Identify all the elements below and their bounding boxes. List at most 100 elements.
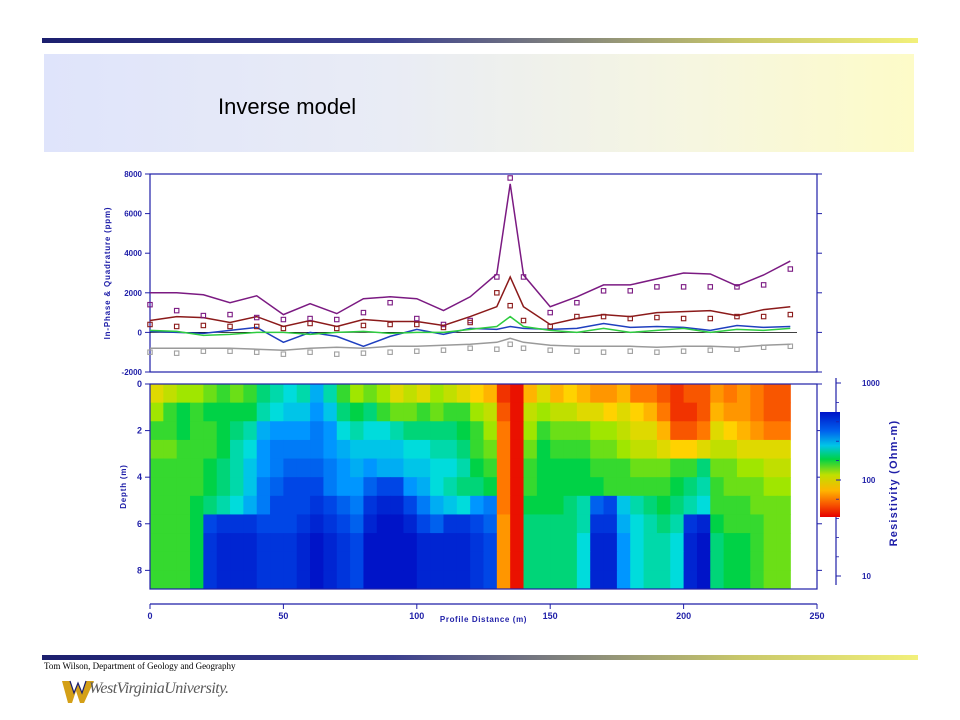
resistivity-cell (723, 495, 738, 515)
resistivity-cell (483, 570, 498, 590)
resistivity-cell (350, 495, 364, 515)
resistivity-cell (456, 570, 471, 590)
resistivity-cell (390, 439, 404, 460)
resistivity-cell (630, 477, 645, 497)
resistivity-cell (696, 402, 711, 422)
resistivity-cell (483, 421, 498, 441)
resistivity-cell (190, 551, 204, 571)
resistivity-cell (403, 551, 418, 571)
resistivity-cell (283, 421, 298, 441)
resistivity-cell (683, 439, 698, 460)
depth-tick-label: 2 (137, 426, 142, 436)
resistivity-cell (470, 551, 484, 571)
resistivity-cell (230, 439, 244, 460)
x-axis-label: Profile Distance (m) (440, 615, 527, 624)
resistivity-cell (283, 402, 298, 422)
resistivity-cell (696, 439, 711, 460)
resistivity-cell (310, 458, 324, 478)
em-series-line-1 (149, 275, 791, 328)
resistivity-cell (763, 495, 778, 515)
resistivity-cell (763, 402, 778, 422)
resistivity-cell (256, 402, 271, 422)
em-observed-point-1 (574, 313, 580, 320)
em-observed-point-0 (507, 175, 513, 181)
resistivity-cell (723, 402, 738, 422)
resistivity-cell (336, 384, 351, 404)
resistivity-cell (523, 570, 538, 590)
resistivity-cell (696, 514, 711, 534)
resistivity-cell (710, 402, 725, 422)
resistivity-cell (550, 402, 565, 422)
resistivity-cell (403, 570, 418, 590)
resistivity-cell (750, 551, 765, 571)
em-series-line-4 (150, 337, 791, 351)
em-observed-point-1 (600, 313, 607, 320)
em-observed-point-2 (467, 345, 473, 351)
resistivity-cell (763, 514, 778, 534)
resistivity-cell (723, 533, 738, 553)
em-series-line-3 (149, 315, 791, 337)
resistivity-cell (296, 384, 311, 404)
resistivity-cell (776, 477, 791, 497)
resistivity-cell (643, 439, 658, 460)
em-observed-point-1 (440, 324, 447, 331)
resistivity-cell (750, 495, 765, 515)
em-observed-point-1 (414, 321, 420, 328)
resistivity-cell (443, 551, 458, 571)
resistivity-cell (350, 514, 364, 534)
resistivity-cell (230, 514, 244, 534)
footer-credit: Tom Wilson, Department of Geology and Ge… (44, 661, 236, 671)
resistivity-cell (416, 551, 431, 571)
resistivity-cell (363, 384, 378, 404)
resistivity-cell (430, 421, 444, 441)
resistivity-cell (163, 458, 178, 478)
resistivity-cell (683, 384, 698, 404)
resistivity-cell (656, 439, 671, 460)
resistivity-cell (456, 384, 471, 404)
resistivity-cell (750, 514, 765, 534)
em-observed-point-0 (280, 316, 287, 323)
resistivity-cell (590, 458, 605, 478)
resistivity-cell (536, 421, 551, 441)
resistivity-cell (376, 421, 391, 441)
resistivity-cell (216, 495, 231, 515)
resistivity-cell (536, 439, 551, 460)
resistivity-cell (483, 384, 498, 404)
resistivity-cell (723, 570, 738, 590)
resistivity-cell (390, 495, 404, 515)
resistivity-cell (603, 495, 618, 515)
x-tick-label: 100 (409, 611, 424, 621)
resistivity-cell (203, 477, 218, 497)
em-observed-point-0 (440, 321, 447, 328)
resistivity-cell (470, 514, 484, 534)
resistivity-cell (150, 421, 164, 441)
resistivity-cell (776, 495, 791, 515)
em-observed-point-1 (654, 314, 660, 321)
resistivity-cell (310, 402, 324, 422)
resistivity-cell (736, 570, 751, 590)
em-observed-point-1 (707, 315, 714, 322)
em-observed-point-0 (173, 307, 180, 314)
resistivity-cell (590, 495, 605, 515)
em-observed-point-0 (307, 315, 313, 322)
resistivity-cell (603, 421, 618, 441)
resistivity-cell (230, 495, 244, 515)
resistivity-cell (350, 477, 364, 497)
bottom-rule (42, 655, 918, 660)
resistivity-cell (563, 533, 578, 553)
em-series-line-0 (150, 183, 791, 316)
resistivity-cell (763, 439, 778, 460)
x-tick-label: 50 (278, 611, 288, 621)
resistivity-cell (216, 402, 231, 422)
resistivity-cell (323, 551, 338, 571)
resistivity-cell (696, 570, 711, 590)
resistivity-cell (243, 551, 258, 571)
resistivity-cell (696, 495, 711, 515)
resistivity-cell (296, 458, 311, 478)
resistivity-cell (630, 570, 645, 590)
resistivity-cell (496, 458, 511, 478)
university-name: WestVirginiaUniversity. (89, 680, 229, 697)
resistivity-cell (496, 439, 511, 460)
resistivity-cell (416, 421, 431, 441)
resistivity-cell (550, 514, 565, 534)
